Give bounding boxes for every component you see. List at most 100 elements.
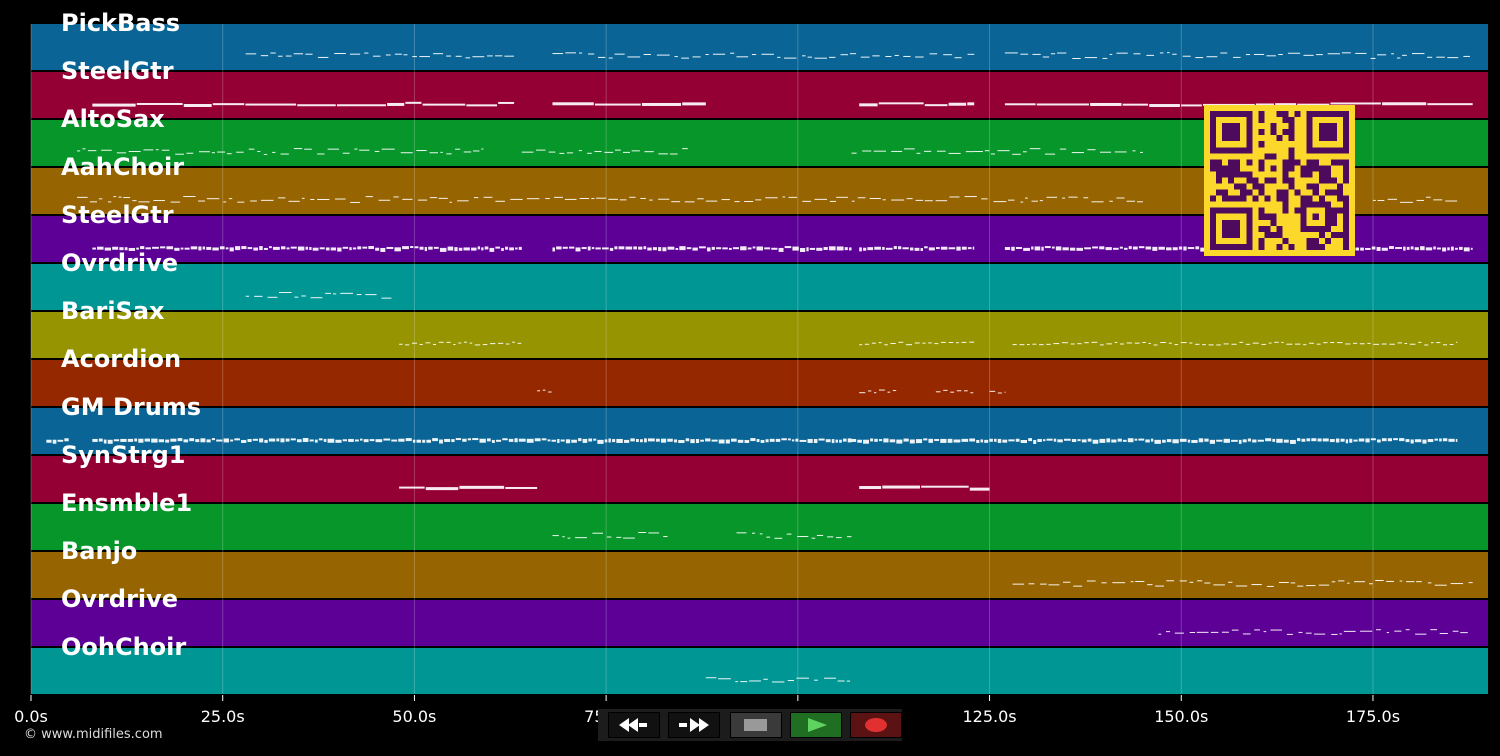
note (1345, 439, 1349, 444)
note (1223, 343, 1229, 345)
note (711, 439, 718, 442)
note (924, 246, 928, 249)
track-label: BariSax (61, 297, 165, 325)
note (455, 438, 462, 441)
note (263, 153, 268, 155)
note (180, 247, 184, 250)
note (1053, 343, 1060, 345)
note (705, 438, 711, 442)
note (955, 342, 959, 344)
fast-forward-button[interactable] (668, 712, 720, 738)
note (1436, 56, 1445, 58)
note (1251, 584, 1262, 586)
play-icon (808, 718, 827, 732)
note (1126, 342, 1133, 344)
note (447, 246, 454, 251)
note (1376, 246, 1381, 251)
note (1331, 581, 1336, 583)
note (1116, 197, 1125, 199)
note (1196, 631, 1209, 633)
note (997, 392, 1002, 394)
note (446, 55, 452, 57)
note (1415, 633, 1427, 635)
note (1254, 629, 1260, 631)
note (399, 486, 425, 489)
note (882, 199, 886, 201)
note (237, 201, 245, 203)
note (127, 438, 134, 442)
note (593, 438, 597, 441)
note (1202, 344, 1206, 346)
note (1447, 247, 1450, 251)
note (1314, 633, 1326, 635)
note (872, 55, 880, 57)
note (1181, 104, 1202, 107)
note (1160, 342, 1167, 344)
note (1389, 246, 1394, 250)
note (356, 294, 362, 296)
record-button[interactable] (850, 712, 902, 738)
note (1456, 341, 1458, 343)
note (935, 391, 941, 393)
note (1381, 343, 1387, 345)
note (1416, 581, 1422, 583)
note (1454, 247, 1458, 250)
rewind-button[interactable] (608, 712, 660, 738)
note (212, 103, 245, 106)
note (997, 150, 1010, 152)
note (1084, 57, 1097, 59)
note (381, 297, 392, 299)
note (138, 201, 150, 203)
note (1422, 439, 1427, 444)
copyright-credit[interactable]: © www.midifiles.com (24, 727, 163, 742)
note (469, 342, 473, 344)
note (761, 53, 774, 55)
note (1134, 438, 1138, 441)
note (829, 200, 837, 202)
note (1020, 439, 1028, 443)
note (928, 247, 935, 251)
note (1370, 438, 1376, 441)
note (647, 247, 652, 251)
note (259, 246, 263, 251)
track-lane (31, 408, 1488, 454)
note (128, 150, 141, 152)
note (317, 153, 325, 155)
note (864, 343, 870, 345)
note (814, 57, 827, 59)
note (947, 438, 953, 443)
note (1278, 582, 1289, 584)
note (1204, 582, 1211, 584)
note (859, 103, 878, 107)
note (474, 344, 481, 346)
note (481, 148, 484, 150)
note (961, 438, 969, 442)
note (734, 201, 740, 203)
note (466, 104, 498, 107)
note (175, 153, 184, 155)
note (297, 104, 336, 107)
note (766, 536, 771, 538)
note (422, 439, 426, 443)
note (1166, 580, 1175, 582)
note (454, 247, 458, 252)
note (860, 56, 870, 58)
note (1166, 247, 1172, 251)
note (552, 247, 555, 252)
note (828, 246, 836, 251)
note (1020, 201, 1024, 203)
note (787, 680, 794, 682)
note (369, 439, 375, 442)
stop-button[interactable] (730, 712, 782, 738)
note (419, 343, 423, 345)
play-button[interactable] (790, 712, 842, 738)
note (1329, 439, 1335, 443)
note (1233, 56, 1241, 58)
note (1460, 632, 1468, 634)
note (774, 537, 783, 539)
note (92, 103, 136, 107)
time-tick-label: 125.0s (962, 707, 1016, 726)
note (1353, 439, 1358, 442)
note (335, 198, 346, 200)
note (1002, 439, 1008, 443)
